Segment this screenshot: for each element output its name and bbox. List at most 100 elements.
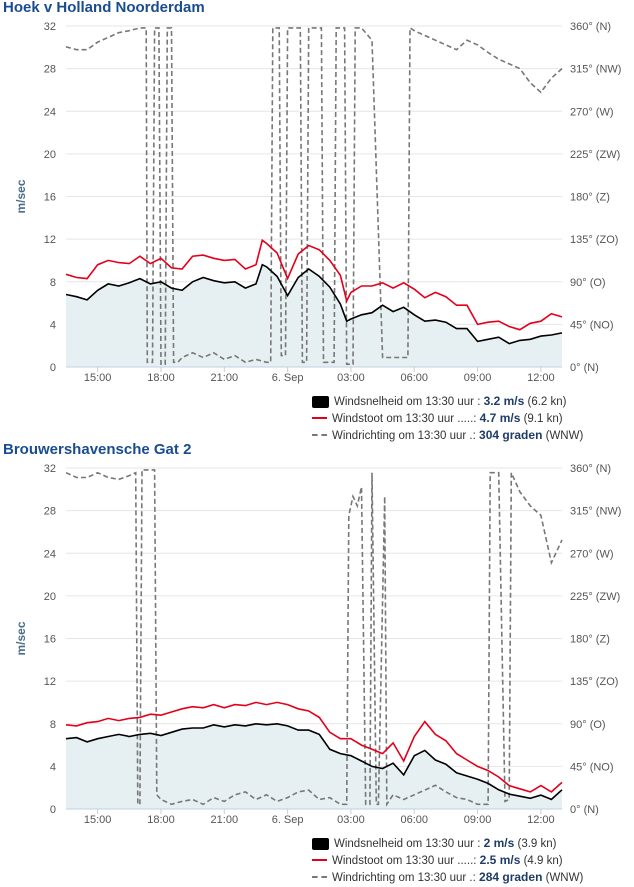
- y-tick-label: 8: [50, 719, 56, 731]
- y-tick-label: 12: [44, 234, 56, 246]
- y2-tick-label: 270° (W): [570, 106, 614, 118]
- series-windrichting-line: [65, 26, 563, 366]
- legend-label: Windrichting om 13:30 uur .:: [332, 430, 476, 442]
- legend-item-windstoot[interactable]: Windstoot om 13:30 uur .....: 2.5 m/s (4…: [312, 852, 583, 869]
- legend-extra: (3.9 kn): [517, 838, 557, 850]
- y-axis-title: m/sec: [14, 179, 28, 213]
- legend-item-windsnelheid[interactable]: Windsnelheid om 13:30 uur : 2 m/s (3.9 k…: [312, 835, 583, 852]
- x-tick-label: 15:00: [84, 814, 112, 826]
- y2-tick-label: 225° (ZW): [570, 591, 620, 603]
- y2-tick-label: 135° (ZO): [570, 234, 618, 246]
- x-tick-label: 21:00: [211, 372, 239, 384]
- y-tick-label: 28: [44, 506, 56, 518]
- x-tick-label: 15:00: [84, 372, 112, 384]
- series-windstoot-line: [65, 238, 563, 331]
- x-tick-label: 12:00: [527, 372, 555, 384]
- series-windrichting-line: [65, 469, 563, 807]
- series-windsnelheid-line: [65, 722, 563, 801]
- legend-extra: (WNW): [545, 872, 584, 884]
- legend-item-windsnelheid[interactable]: Windsnelheid om 13:30 uur : 3.2 m/s (6.2…: [312, 393, 583, 410]
- legend-value: 4.7 m/s: [479, 411, 521, 425]
- y-tick-label: 32: [44, 21, 56, 33]
- y-tick-label: 4: [50, 761, 56, 773]
- legend-extra: (6.2 kn): [527, 396, 567, 408]
- y2-tick-label: 90° (O): [570, 719, 606, 731]
- legend-gust-swatch: [312, 416, 327, 419]
- y2-tick-label: 180° (Z): [570, 192, 610, 204]
- y-tick-label: 24: [44, 106, 56, 118]
- x-tick-label: 09:00: [464, 814, 492, 826]
- legend-value: 2.5 m/s: [479, 853, 521, 867]
- y2-tick-label: 45° (NO): [570, 761, 614, 773]
- series-windsnelheid-area: [66, 723, 562, 809]
- legend-extra: (WNW): [545, 430, 584, 442]
- legend-direction-swatch: [312, 433, 327, 436]
- y2-tick-label: 180° (Z): [570, 634, 610, 646]
- chart-legend: Windsnelheid om 13:30 uur : 2 m/s (3.9 k…: [312, 835, 583, 886]
- y2-tick-label: 270° (W): [570, 548, 614, 560]
- y2-tick-label: 45° (NO): [570, 319, 614, 331]
- y-tick-label: 8: [50, 277, 56, 289]
- series-windstoot-line: [65, 701, 563, 793]
- y2-tick-label: 315° (NW): [570, 506, 621, 518]
- x-tick-label: 6. Sep: [272, 814, 304, 826]
- x-tick-label: 18:00: [147, 814, 175, 826]
- y-tick-label: 4: [50, 319, 56, 331]
- x-tick-label: 06:00: [400, 372, 428, 384]
- legend-label: Windrichting om 13:30 uur .:: [332, 872, 476, 884]
- y2-tick-label: 135° (ZO): [570, 676, 618, 688]
- chart-legend: Windsnelheid om 13:30 uur : 3.2 m/s (6.2…: [312, 393, 583, 444]
- y-tick-label: 0: [50, 804, 56, 816]
- chart-title: Brouwershavensche Gat 2: [3, 441, 192, 458]
- x-tick-label: 09:00: [464, 372, 492, 384]
- legend-speed-swatch: [312, 837, 329, 850]
- y2-tick-label: 0° (N): [570, 804, 599, 816]
- y2-tick-label: 225° (ZW): [570, 149, 620, 161]
- y-axis-title: m/sec: [14, 621, 28, 655]
- x-tick-label: 12:00: [527, 814, 555, 826]
- y-tick-label: 28: [44, 64, 56, 76]
- x-tick-label: 03:00: [337, 372, 365, 384]
- legend-item-windstoot[interactable]: Windstoot om 13:30 uur .....: 4.7 m/s (9…: [312, 410, 583, 427]
- legend-value: 2 m/s: [483, 836, 515, 850]
- chart-title: Hoek v Holland Noorderdam: [3, 0, 205, 16]
- legend-gust-swatch: [312, 858, 327, 861]
- y-tick-label: 16: [44, 634, 56, 646]
- legend-value: 3.2 m/s: [483, 394, 525, 408]
- y2-tick-label: 90° (O): [570, 277, 606, 289]
- chart-panel-brouwershavensche-gat: Brouwershavensche Gat 2 0 0° (N) 4 45° (NO)…: [0, 441, 634, 886]
- y2-tick-label: 360° (N): [570, 463, 611, 475]
- wind-chart-brouwershavensche-gat: 0 0° (N) 4 45° (NO) 8 90° (O) 12 135° (ZO) 16 180…: [14, 463, 621, 826]
- y-tick-label: 32: [44, 463, 56, 475]
- y-tick-label: 16: [44, 192, 56, 204]
- legend-item-windrichting[interactable]: Windrichting om 13:30 uur .: 304 graden …: [312, 427, 583, 444]
- y2-tick-label: 0° (N): [570, 362, 599, 374]
- legend-extra: (4.9 kn): [523, 855, 563, 867]
- y2-tick-label: 315° (NW): [570, 64, 621, 76]
- y-tick-label: 12: [44, 676, 56, 688]
- x-tick-label: 6. Sep: [272, 372, 304, 384]
- legend-value: 304 graden: [479, 428, 543, 442]
- chart-panel-hoek-v-holland: Hoek v Holland Noorderdam 0 0° (N) 4 45° (N…: [0, 0, 634, 442]
- series-windsnelheid-area: [66, 264, 562, 367]
- legend-item-windrichting[interactable]: Windrichting om 13:30 uur .: 284 graden …: [312, 869, 583, 886]
- legend-label: Windsnelheid om 13:30 uur :: [334, 838, 481, 850]
- x-tick-label: 18:00: [147, 372, 175, 384]
- legend-label: Windsnelheid om 13:30 uur :: [334, 396, 481, 408]
- y-tick-label: 20: [44, 591, 56, 603]
- y-tick-label: 24: [44, 548, 56, 560]
- x-tick-label: 21:00: [211, 814, 239, 826]
- wind-chart-hoek-v-holland: 0 0° (N) 4 45° (NO) 8 90° (O) 12 135° (ZO) 16 180…: [14, 21, 621, 384]
- legend-label: Windstoot om 13:30 uur .....:: [332, 855, 477, 867]
- legend-direction-swatch: [312, 875, 327, 878]
- y-tick-label: 20: [44, 149, 56, 161]
- legend-label: Windstoot om 13:30 uur .....:: [332, 413, 477, 425]
- series-windsnelheid-line: [65, 263, 563, 345]
- x-tick-label: 03:00: [337, 814, 365, 826]
- y-tick-label: 0: [50, 362, 56, 374]
- legend-extra: (9.1 kn): [523, 413, 563, 425]
- legend-value: 284 graden: [479, 870, 543, 884]
- y2-tick-label: 360° (N): [570, 21, 611, 33]
- legend-speed-swatch: [312, 395, 329, 408]
- x-tick-label: 06:00: [400, 814, 428, 826]
